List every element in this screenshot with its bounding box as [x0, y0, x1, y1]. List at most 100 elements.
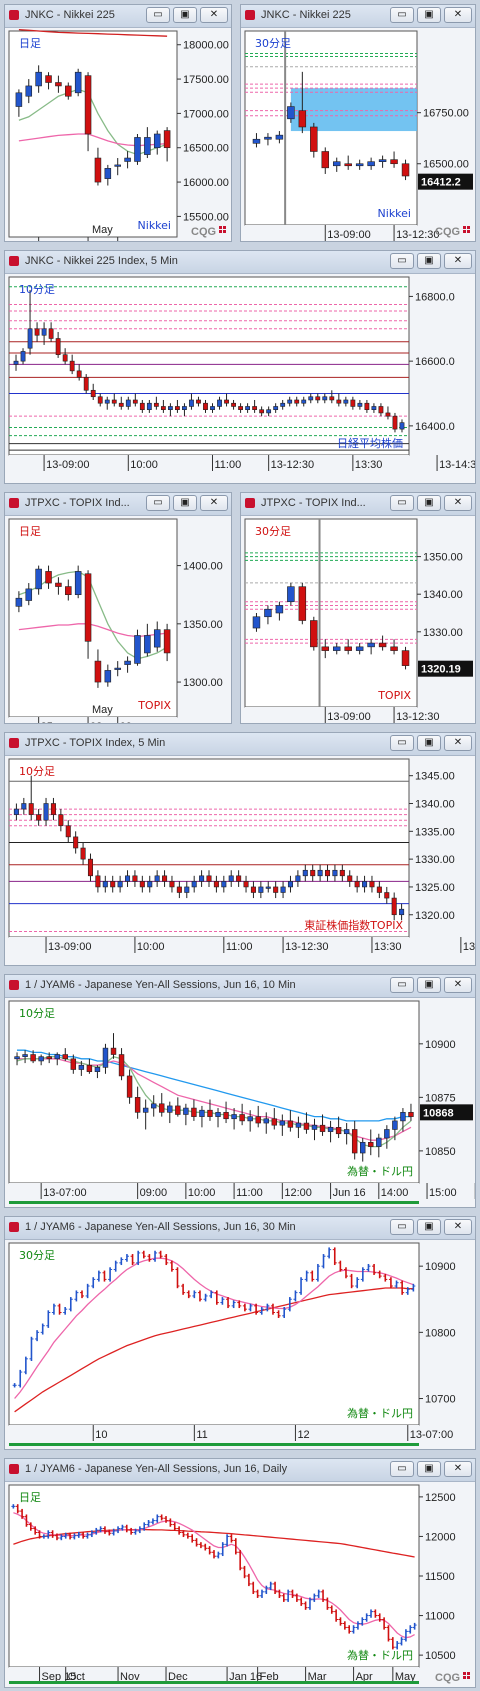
- close-button[interactable]: ✕: [200, 7, 228, 23]
- candle: [238, 403, 243, 413]
- ohlc-bar: [255, 1589, 260, 1598]
- chart-window[interactable]: JTPXC - TOPIX Ind... ▭ ▣ ✕ 1330.00 1340.00 135…: [240, 492, 476, 724]
- candle: [287, 1110, 294, 1132]
- maximize-button[interactable]: ▣: [417, 1461, 441, 1477]
- candle: [231, 399, 236, 410]
- x-tick-label: 13:30: [374, 941, 402, 953]
- candle: [376, 1133, 382, 1158]
- window-titlebar[interactable]: 1 / JYAM6 - Japanese Yen-All Sessions, J…: [5, 975, 475, 998]
- candle: [298, 582, 307, 625]
- x-tick-label: 13-12:30: [396, 229, 439, 241]
- timeframe-label: 30分足: [255, 525, 291, 538]
- window-titlebar[interactable]: JNKC - Nikkei 225 Index, 5 Min ▭ ▣ ✕: [5, 251, 475, 274]
- maximize-icon: ▣: [424, 255, 434, 266]
- chart-window[interactable]: JNKC - Nikkei 225 Index, 5 Min ▭ ▣ ✕ 16400.0…: [4, 250, 476, 484]
- ohlc-bar: [310, 1270, 315, 1282]
- x-tick-label: Dec: [168, 1671, 188, 1683]
- close-button[interactable]: ✕: [444, 1219, 472, 1235]
- ohlc-bar: [332, 1247, 337, 1266]
- chart-window[interactable]: 1 / JYAM6 - Japanese Yen-All Sessions, J…: [4, 1458, 476, 1688]
- ohlc-bar: [343, 1267, 348, 1279]
- close-button[interactable]: ✕: [444, 735, 472, 751]
- timeframe-label: 30分足: [19, 1249, 55, 1262]
- maximize-button[interactable]: ▣: [173, 495, 197, 511]
- ohlc-bar: [237, 1300, 242, 1309]
- price-chart[interactable]: 1300.00 1350.00 1400.00 25 02 09 May 日足 TOPIX: [5, 493, 231, 723]
- x-tick-label: 13-12:30: [285, 941, 328, 953]
- price-chart[interactable]: 16400.0 16600.0 16800.0 13-09:00 10:00 11:00 1…: [5, 251, 475, 483]
- window-titlebar[interactable]: JTPXC - TOPIX Ind... ▭ ▣ ✕: [5, 493, 231, 516]
- candle: [239, 1103, 245, 1126]
- window-titlebar[interactable]: JTPXC - TOPIX Index, 5 Min ▭ ▣ ✕: [5, 733, 475, 756]
- x-tick-label: 13:30: [355, 459, 383, 471]
- close-button[interactable]: ✕: [444, 1461, 472, 1477]
- candle: [301, 396, 307, 407]
- candle: [236, 870, 242, 887]
- candle: [95, 870, 101, 893]
- close-button[interactable]: ✕: [200, 495, 228, 511]
- maximize-button[interactable]: ▣: [417, 977, 441, 993]
- candle: [362, 875, 368, 893]
- close-button[interactable]: ✕: [444, 7, 472, 23]
- candle: [55, 577, 62, 595]
- ohlc-bar: [116, 1526, 121, 1534]
- window-titlebar[interactable]: JNKC - Nikkei 225 ▭ ▣ ✕: [241, 5, 475, 28]
- chart-window[interactable]: JTPXC - TOPIX Ind... ▭ ▣ ✕ 1300.00 1350.00 140…: [4, 492, 232, 724]
- minimize-button[interactable]: ▭: [390, 495, 414, 511]
- price-chart[interactable]: 1320.00 1325.00 1330.00 1335.00 1340.00 1345.…: [5, 733, 475, 965]
- minimize-button[interactable]: ▭: [390, 1219, 414, 1235]
- chart-window[interactable]: 1 / JYAM6 - Japanese Yen-All Sessions, J…: [4, 1216, 476, 1450]
- maximize-button[interactable]: ▣: [173, 7, 197, 23]
- chart-window[interactable]: JNKC - Nikkei 225 ▭ ▣ ✕ 16500.00 16750.00 13-0…: [240, 4, 476, 242]
- maximize-icon: ▣: [424, 9, 434, 20]
- candle: [298, 71, 307, 134]
- minimize-button[interactable]: ▭: [390, 735, 414, 751]
- candle: [371, 403, 377, 413]
- price-chart[interactable]: 15500.00 16000.00 16500.00 17000.00 17500.00…: [5, 5, 231, 241]
- price-chart[interactable]: 1330.00 1340.00 1350.00 13-09:00 13-12:30 30分…: [241, 493, 475, 723]
- y-tick-label: 16600.0: [415, 356, 455, 368]
- candle: [385, 406, 391, 420]
- candle: [231, 1108, 237, 1130]
- minimize-button[interactable]: ▭: [146, 7, 170, 23]
- close-button[interactable]: ✕: [444, 495, 472, 511]
- candle: [391, 892, 397, 921]
- minimize-button[interactable]: ▭: [390, 977, 414, 993]
- minimize-button[interactable]: ▭: [146, 495, 170, 511]
- ohlc-bar: [185, 1532, 190, 1539]
- ohlc-bar: [11, 1504, 16, 1509]
- candle: [265, 881, 271, 893]
- maximize-button[interactable]: ▣: [417, 495, 441, 511]
- candle: [134, 1086, 141, 1119]
- chart-window[interactable]: JTPXC - TOPIX Index, 5 Min ▭ ▣ ✕ 1320.00 1325…: [4, 732, 476, 966]
- minimize-button[interactable]: ▭: [390, 7, 414, 23]
- maximize-button[interactable]: ▣: [417, 253, 441, 269]
- minimize-button[interactable]: ▭: [390, 1461, 414, 1477]
- close-button[interactable]: ✕: [444, 977, 472, 993]
- candle: [183, 1103, 189, 1126]
- minimize-button[interactable]: ▭: [390, 253, 414, 269]
- y-tick-label: 17500.00: [183, 74, 229, 86]
- candle: [94, 649, 102, 688]
- price-chart[interactable]: 16500.00 16750.00 13-09:00 13-12:30 30分足 Nikk…: [241, 5, 475, 241]
- candle: [324, 864, 331, 882]
- price-chart[interactable]: 10850 10875 10900 13-07:00 09:00 10:00 11:00 12…: [5, 975, 475, 1207]
- maximize-button[interactable]: ▣: [417, 735, 441, 751]
- window-titlebar[interactable]: JNKC - Nikkei 225 ▭ ▣ ✕: [5, 5, 231, 28]
- candle: [48, 322, 54, 342]
- maximize-button[interactable]: ▣: [417, 1219, 441, 1235]
- chart-window[interactable]: JNKC - Nikkei 225 ▭ ▣ ✕ 15500.00 16000.00 1650…: [4, 4, 232, 242]
- close-button[interactable]: ✕: [444, 253, 472, 269]
- instrument-label: Nikkei: [378, 207, 411, 220]
- chart-window[interactable]: 1 / JYAM6 - Japanese Yen-All Sessions, J…: [4, 974, 476, 1208]
- candle: [264, 133, 272, 146]
- maximize-button[interactable]: ▣: [417, 7, 441, 23]
- ohlc-bar: [209, 1290, 214, 1299]
- window-titlebar[interactable]: 1 / JYAM6 - Japanese Yen-All Sessions, J…: [5, 1459, 475, 1482]
- x-tick-label: 25: [41, 721, 53, 723]
- window-titlebar[interactable]: 1 / JYAM6 - Japanese Yen-All Sessions, J…: [5, 1217, 475, 1240]
- ohlc-bar: [96, 1270, 101, 1282]
- window-titlebar[interactable]: JTPXC - TOPIX Ind... ▭ ▣ ✕: [241, 493, 475, 516]
